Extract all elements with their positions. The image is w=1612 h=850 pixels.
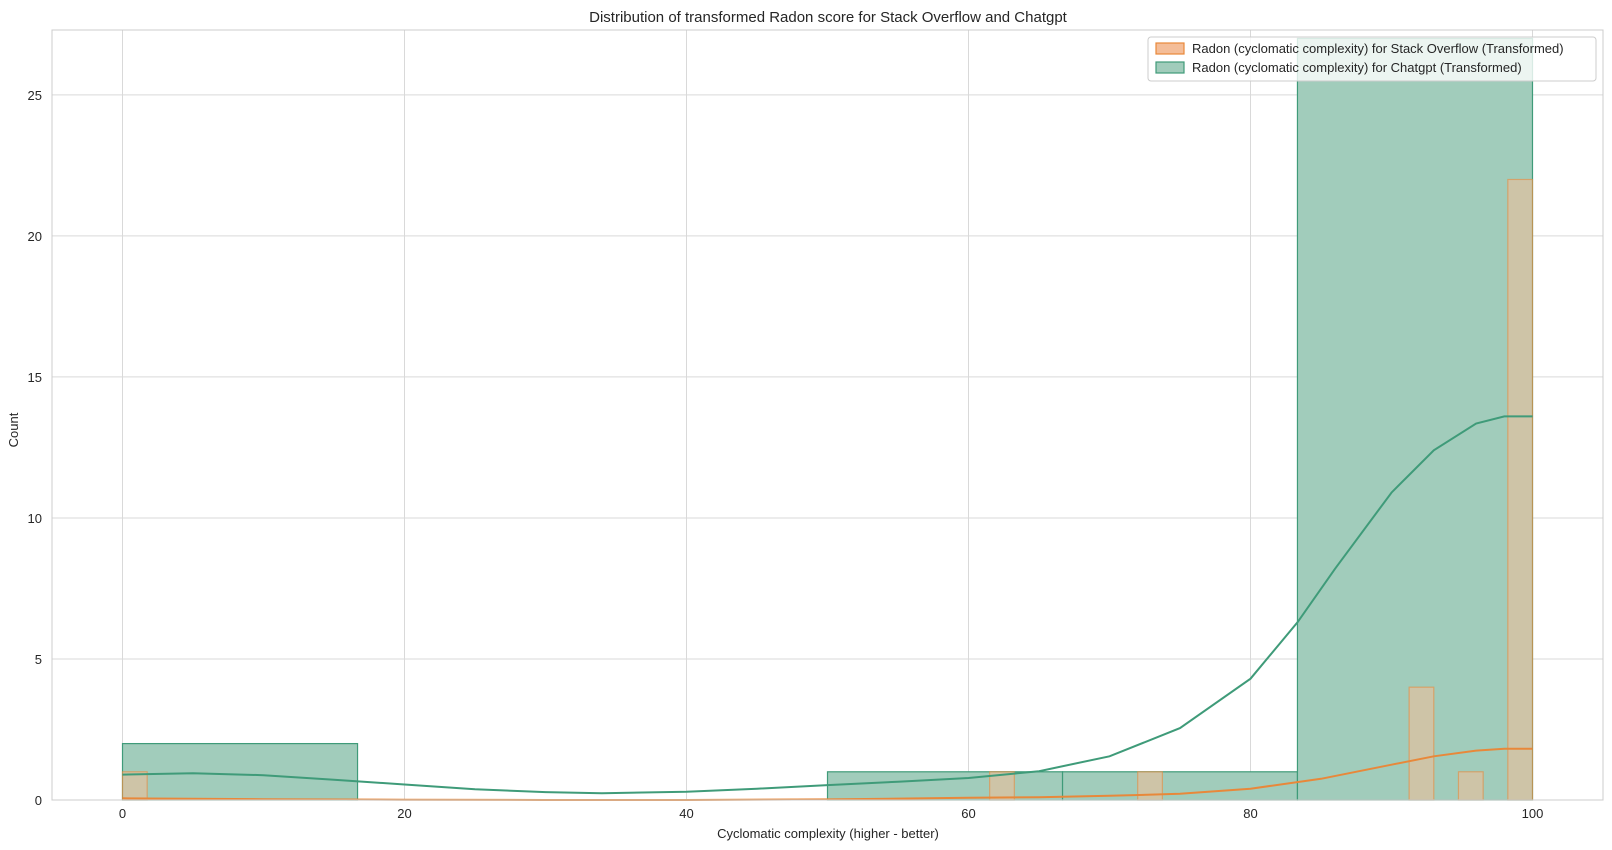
legend-swatch-stackoverflow <box>1155 42 1185 55</box>
chatgpt-bar <box>826 771 1064 801</box>
plot-frame <box>51 29 1604 801</box>
chart-title: Distribution of transformed Radon score … <box>589 9 1068 26</box>
legend-box <box>1147 36 1597 82</box>
y-tick-label: 15 <box>28 370 42 385</box>
x-tick-label: 40 <box>679 806 693 821</box>
plot-area: 0 20 40 60 80 100 0 5 10 15 20 25 Radon (cyclomatic … <box>28 29 1604 821</box>
stackoverflow-bar <box>1408 686 1435 801</box>
y-tick-label: 20 <box>28 229 42 244</box>
x-axis-label: Cyclomatic complexity (higher - better) <box>717 826 939 841</box>
x-tick-label: 60 <box>961 806 975 821</box>
chatgpt-bar <box>1296 37 1534 801</box>
legend-label-stackoverflow: Radon (cyclomatic complexity) for Stack … <box>1192 41 1564 56</box>
y-tick-label: 10 <box>28 511 42 526</box>
y-tick-label: 25 <box>28 88 42 103</box>
y-tick-label: 0 <box>35 793 42 808</box>
y-tick-label: 5 <box>35 652 42 667</box>
y-axis-label: Count <box>6 412 21 447</box>
chatgpt-bar <box>121 742 359 801</box>
stackoverflow-bar <box>121 771 148 801</box>
chatgpt-kde-line <box>122 415 1533 795</box>
x-tick-label: 20 <box>397 806 411 821</box>
stackoverflow-bar <box>1507 178 1534 801</box>
x-tick-label: 0 <box>119 806 126 821</box>
stackoverflow-bar <box>1457 771 1484 801</box>
legend-swatch-chatgpt <box>1155 61 1185 74</box>
x-tick-label: 100 <box>1522 806 1544 821</box>
x-tick-label: 80 <box>1243 806 1257 821</box>
legend-label-chatgpt: Radon (cyclomatic complexity) for Chatgp… <box>1192 60 1522 75</box>
